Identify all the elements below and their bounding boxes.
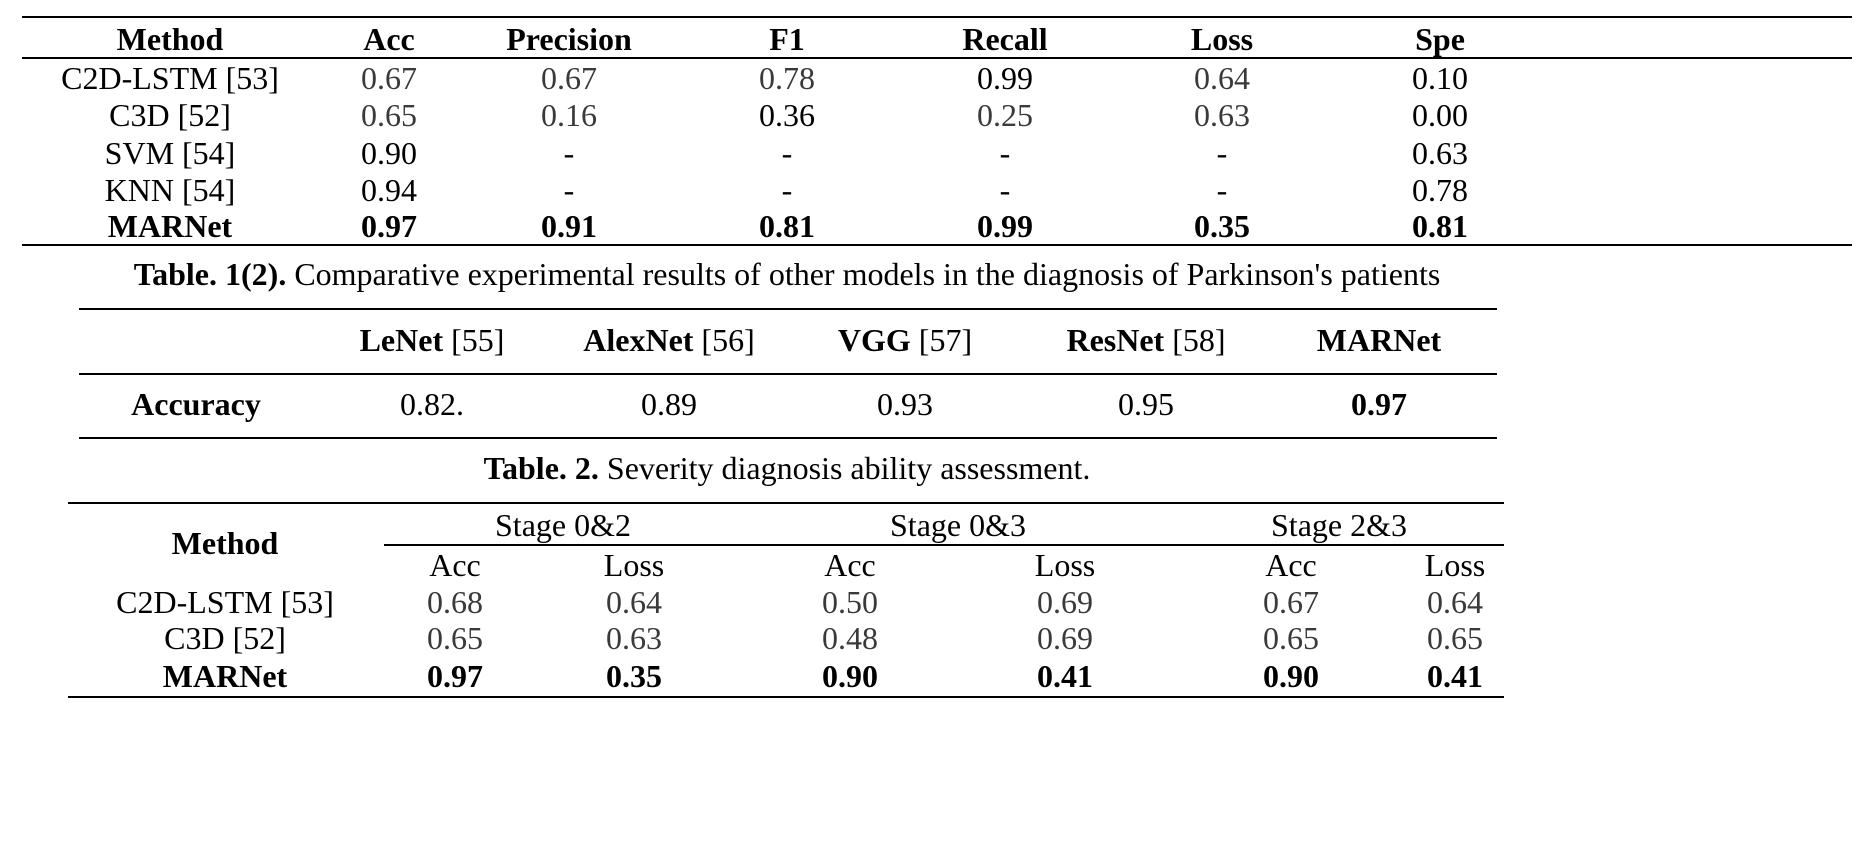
table1-row2-method: C3D [52] bbox=[109, 97, 231, 133]
table3-row3-loss-3: 0.41 bbox=[1427, 658, 1483, 694]
table1-row2-f1: 0.36 bbox=[759, 97, 815, 133]
table3-row2-loss-2: 0.69 bbox=[1037, 620, 1093, 656]
table3-row2-loss-1: 0.63 bbox=[606, 620, 662, 656]
table2-header-alexnet: AlexNet [56] bbox=[583, 322, 755, 358]
table1-header-acc: Acc bbox=[363, 21, 415, 57]
table3-top-rule bbox=[68, 502, 1504, 504]
table1-row5-f1: 0.81 bbox=[759, 208, 815, 244]
table3-row1-loss-3: 0.64 bbox=[1427, 584, 1483, 620]
table1-row5-spe: 0.81 bbox=[1412, 208, 1468, 244]
table2-caption-text: Severity diagnosis ability assessment. bbox=[606, 450, 1091, 486]
table1-row1-loss: 0.64 bbox=[1194, 60, 1250, 96]
table3-row2-loss-3: 0.65 bbox=[1427, 620, 1483, 656]
table2-caption: Table. 2. Severity diagnosis ability ass… bbox=[484, 452, 1091, 484]
table3-stage-0-3: Stage 0&3 bbox=[890, 507, 1026, 543]
table1-row2-precision: 0.16 bbox=[541, 97, 597, 133]
table3-sub-acc-1: Acc bbox=[429, 547, 481, 583]
table1-row3-f1: - bbox=[781, 135, 793, 171]
table1-row5-loss: 0.35 bbox=[1194, 208, 1250, 244]
table2-value-resnet: 0.95 bbox=[1118, 386, 1174, 422]
table1-header-method: Method bbox=[116, 21, 224, 57]
table2-top-rule bbox=[79, 308, 1497, 310]
table2-row-label: Accuracy bbox=[131, 386, 261, 422]
table2-value-alexnet: 0.89 bbox=[641, 386, 697, 422]
table1-caption-label: Table. 1(2). bbox=[133, 256, 287, 292]
table1-row1-spe: 0.10 bbox=[1412, 60, 1468, 96]
table3-header-method: Method bbox=[171, 525, 279, 561]
table3-row2-acc-3: 0.65 bbox=[1263, 620, 1319, 656]
table2-value-lenet: 0.82. bbox=[400, 386, 464, 422]
table3-row1-loss-1: 0.64 bbox=[606, 584, 662, 620]
table1-row4-spe: 0.78 bbox=[1412, 172, 1468, 208]
table1-row1-acc: 0.67 bbox=[361, 60, 417, 96]
table3-row3-acc-3: 0.90 bbox=[1263, 658, 1319, 694]
table1-row3-spe: 0.63 bbox=[1412, 135, 1468, 171]
table1-row2-recall: 0.25 bbox=[977, 97, 1033, 133]
table3-row3-method: MARNet bbox=[162, 658, 288, 694]
table2-header-rule bbox=[79, 373, 1497, 375]
table1-row1-method: C2D-LSTM [53] bbox=[61, 60, 279, 96]
table3-row2-method: C3D [52] bbox=[164, 620, 286, 656]
table2-header-vgg: VGG [57] bbox=[837, 322, 973, 358]
table3-row1-acc-1: 0.68 bbox=[427, 584, 483, 620]
table1-header-rule bbox=[22, 57, 1852, 59]
table3-sub-loss-1: Loss bbox=[603, 547, 665, 583]
table3-sub-loss-3: Loss bbox=[1424, 547, 1486, 583]
table2-value-marnet: 0.97 bbox=[1351, 386, 1407, 422]
table1-row1-recall: 0.99 bbox=[977, 60, 1033, 96]
table1-row3-loss: - bbox=[1216, 135, 1228, 171]
table2-value-vgg: 0.93 bbox=[877, 386, 933, 422]
table1-row3-acc: 0.90 bbox=[361, 135, 417, 171]
table3-row1-method: C2D-LSTM [53] bbox=[116, 584, 334, 620]
table1-header-loss: Loss bbox=[1190, 21, 1254, 57]
table1-row3-method: SVM [54] bbox=[104, 135, 236, 171]
table1-row5-acc: 0.97 bbox=[361, 208, 417, 244]
table1-row4-recall: - bbox=[999, 172, 1011, 208]
table3-stage-rule bbox=[384, 544, 1504, 546]
table2-header-resnet: ResNet [58] bbox=[1066, 322, 1226, 358]
table1-row4-acc: 0.94 bbox=[361, 172, 417, 208]
table1-bottom-rule bbox=[22, 244, 1852, 246]
table3-row2-acc-1: 0.65 bbox=[427, 620, 483, 656]
table1-row4-f1: - bbox=[781, 172, 793, 208]
table3-sub-loss-2: Loss bbox=[1034, 547, 1096, 583]
table2-header-marnet: MARNet bbox=[1316, 322, 1442, 358]
table3-sub-acc-2: Acc bbox=[824, 547, 876, 583]
table1-row4-precision: - bbox=[563, 172, 575, 208]
table3-row1-acc-3: 0.67 bbox=[1263, 584, 1319, 620]
table1-row3-precision: - bbox=[563, 135, 575, 171]
table1-row5-method: MARNet bbox=[107, 208, 233, 244]
table1-row4-method: KNN [54] bbox=[104, 172, 236, 208]
table1-row2-spe: 0.00 bbox=[1412, 97, 1468, 133]
table3-row3-loss-1: 0.35 bbox=[606, 658, 662, 694]
table1-row4-loss: - bbox=[1216, 172, 1228, 208]
table1-row3-recall: - bbox=[999, 135, 1011, 171]
table1-header-spe: Spe bbox=[1415, 21, 1465, 57]
table3-stage-0-2: Stage 0&2 bbox=[495, 507, 631, 543]
table1-row5-precision: 0.91 bbox=[541, 208, 597, 244]
table3-row3-acc-1: 0.97 bbox=[427, 658, 483, 694]
table3-row1-loss-2: 0.69 bbox=[1037, 584, 1093, 620]
table1-row5-recall: 0.99 bbox=[977, 208, 1033, 244]
table1-caption: Table. 1(2). Comparative experimental re… bbox=[134, 258, 1441, 290]
table2-caption-label: Table. 2. bbox=[483, 450, 599, 486]
table3-sub-acc-3: Acc bbox=[1265, 547, 1317, 583]
table1-header-precision: Precision bbox=[506, 21, 632, 57]
table3-row1-acc-2: 0.50 bbox=[822, 584, 878, 620]
table1-top-rule bbox=[22, 16, 1852, 18]
table3-stage-2-3: Stage 2&3 bbox=[1271, 507, 1407, 543]
table1-row2-acc: 0.65 bbox=[361, 97, 417, 133]
table3-row2-acc-2: 0.48 bbox=[822, 620, 878, 656]
table1-row2-loss: 0.63 bbox=[1194, 97, 1250, 133]
table3-row3-loss-2: 0.41 bbox=[1037, 658, 1093, 694]
table1-row1-f1: 0.78 bbox=[759, 60, 815, 96]
table1-header-recall: Recall bbox=[962, 21, 1048, 57]
table1-header-f1: F1 bbox=[769, 21, 805, 57]
table1-caption-text: Comparative experimental results of othe… bbox=[294, 256, 1441, 292]
table1-row1-precision: 0.67 bbox=[541, 60, 597, 96]
table3-row3-acc-2: 0.90 bbox=[822, 658, 878, 694]
table2-bottom-rule bbox=[79, 437, 1497, 439]
table2-header-lenet: LeNet [55] bbox=[359, 322, 505, 358]
table3-bottom-rule bbox=[68, 696, 1504, 698]
